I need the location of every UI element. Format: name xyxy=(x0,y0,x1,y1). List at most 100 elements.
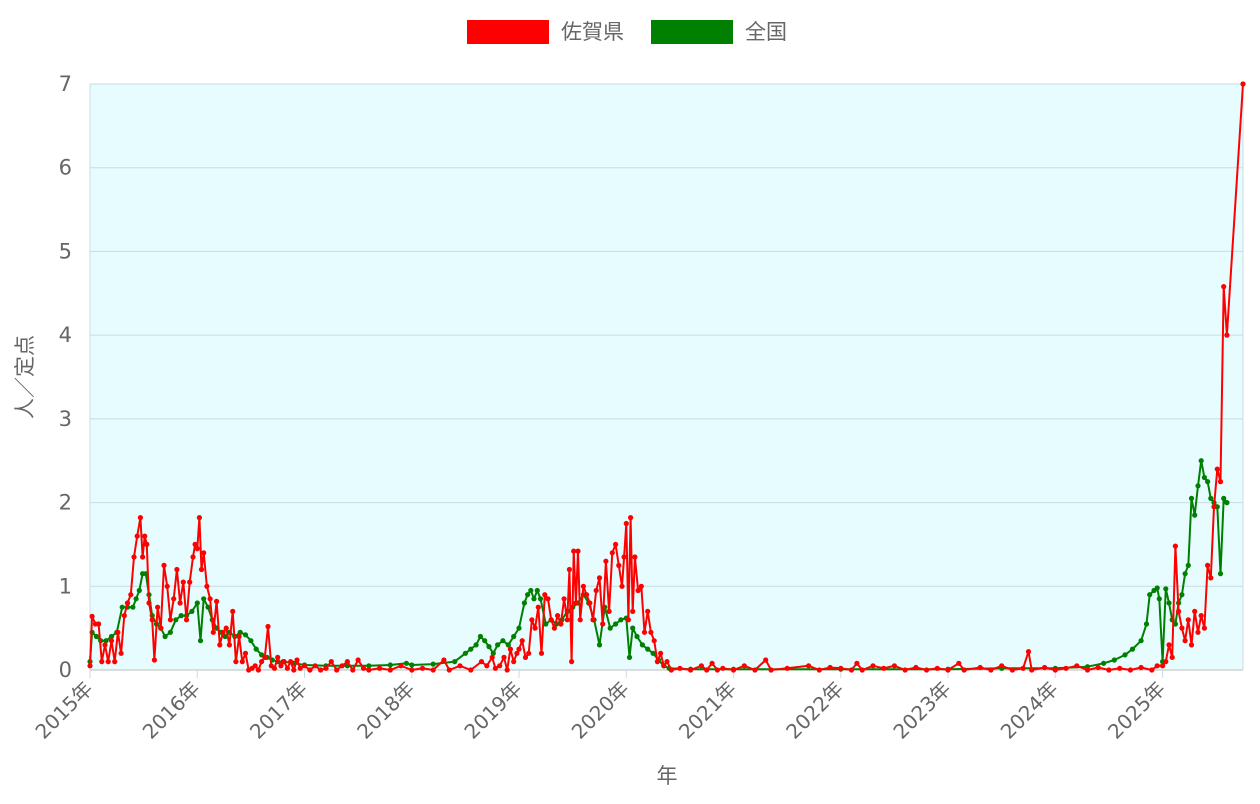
data-point[interactable] xyxy=(183,617,190,623)
data-point[interactable] xyxy=(124,600,131,606)
data-point[interactable] xyxy=(192,541,198,548)
data-point[interactable] xyxy=(151,657,157,663)
data-point[interactable] xyxy=(495,642,501,648)
data-point[interactable] xyxy=(1224,332,1230,338)
data-point[interactable] xyxy=(468,667,474,673)
data-point[interactable] xyxy=(1029,667,1035,673)
data-point[interactable] xyxy=(271,665,278,671)
data-point[interactable] xyxy=(575,548,581,554)
data-point[interactable] xyxy=(1106,667,1112,673)
data-point[interactable] xyxy=(635,587,641,594)
data-point[interactable] xyxy=(253,646,259,652)
data-point[interactable] xyxy=(1163,586,1169,592)
data-point[interactable] xyxy=(237,629,243,635)
data-point[interactable] xyxy=(704,667,710,673)
data-point[interactable] xyxy=(403,660,409,666)
data-point[interactable] xyxy=(752,667,758,673)
data-point[interactable] xyxy=(265,623,271,630)
data-point[interactable] xyxy=(1169,654,1175,661)
data-point[interactable] xyxy=(205,604,211,610)
data-point[interactable] xyxy=(131,554,137,560)
data-point[interactable] xyxy=(398,663,404,669)
data-point[interactable] xyxy=(281,659,287,665)
data-point[interactable] xyxy=(730,667,737,673)
data-point[interactable] xyxy=(1138,664,1144,671)
data-point[interactable] xyxy=(619,583,625,589)
data-point[interactable] xyxy=(489,654,495,661)
data-point[interactable] xyxy=(360,665,367,671)
data-point[interactable] xyxy=(913,664,919,671)
data-point[interactable] xyxy=(934,665,940,671)
data-point[interactable] xyxy=(641,629,648,635)
data-point[interactable] xyxy=(902,667,908,673)
data-point[interactable] xyxy=(1221,495,1227,501)
data-point[interactable] xyxy=(441,657,447,663)
data-point[interactable] xyxy=(596,575,603,581)
data-point[interactable] xyxy=(590,617,596,623)
data-point[interactable] xyxy=(1111,657,1117,663)
data-point[interactable] xyxy=(538,650,545,656)
data-point[interactable] xyxy=(294,657,300,663)
data-point[interactable] xyxy=(355,657,361,663)
data-point[interactable] xyxy=(409,667,415,673)
data-point[interactable] xyxy=(532,625,538,631)
data-point[interactable] xyxy=(1192,608,1198,615)
data-point[interactable] xyxy=(859,667,865,673)
data-point[interactable] xyxy=(507,646,513,652)
legend-label-national[interactable]: 全国 xyxy=(745,20,787,44)
data-point[interactable] xyxy=(543,621,549,627)
data-point[interactable] xyxy=(136,587,142,594)
data-point[interactable] xyxy=(112,659,118,665)
data-point[interactable] xyxy=(1160,663,1166,669)
data-point[interactable] xyxy=(534,587,540,594)
data-point[interactable] xyxy=(133,596,139,602)
data-point[interactable] xyxy=(178,613,184,619)
data-point[interactable] xyxy=(1166,600,1172,606)
data-point[interactable] xyxy=(514,650,520,656)
data-point[interactable] xyxy=(486,644,492,650)
data-point[interactable] xyxy=(634,633,640,640)
data-point[interactable] xyxy=(278,663,284,669)
data-point[interactable] xyxy=(668,667,674,673)
data-point[interactable] xyxy=(505,642,511,648)
data-point[interactable] xyxy=(625,617,632,623)
data-point[interactable] xyxy=(207,596,213,602)
data-point[interactable] xyxy=(1154,585,1160,591)
data-point[interactable] xyxy=(190,554,196,560)
data-point[interactable] xyxy=(146,600,152,606)
data-point[interactable] xyxy=(621,554,627,560)
data-point[interactable] xyxy=(189,608,195,615)
data-point[interactable] xyxy=(96,621,102,627)
data-point[interactable] xyxy=(526,650,532,656)
data-point[interactable] xyxy=(709,660,715,666)
data-point[interactable] xyxy=(548,617,554,623)
data-point[interactable] xyxy=(1205,479,1211,485)
data-point[interactable] xyxy=(1074,663,1080,669)
data-point[interactable] xyxy=(419,665,426,671)
data-point[interactable] xyxy=(528,587,534,594)
data-point[interactable] xyxy=(155,604,161,610)
data-point[interactable] xyxy=(1084,667,1091,673)
data-point[interactable] xyxy=(1052,667,1058,673)
data-point[interactable] xyxy=(613,621,619,627)
data-point[interactable] xyxy=(609,550,615,556)
data-point[interactable] xyxy=(1182,638,1188,644)
data-point[interactable] xyxy=(102,642,108,648)
data-point[interactable] xyxy=(607,625,613,631)
data-point[interactable] xyxy=(167,629,173,635)
data-point[interactable] xyxy=(606,608,612,615)
data-point[interactable] xyxy=(881,665,887,671)
data-point[interactable] xyxy=(1195,483,1201,489)
data-point[interactable] xyxy=(409,662,415,668)
data-point[interactable] xyxy=(255,667,261,673)
data-point[interactable] xyxy=(661,663,667,669)
data-point[interactable] xyxy=(223,625,229,631)
data-point[interactable] xyxy=(1182,571,1188,577)
data-point[interactable] xyxy=(977,664,983,671)
data-point[interactable] xyxy=(149,617,155,623)
data-point[interactable] xyxy=(457,663,463,669)
data-point[interactable] xyxy=(1101,660,1107,666)
data-point[interactable] xyxy=(500,638,506,644)
data-point[interactable] xyxy=(226,642,232,648)
data-point[interactable] xyxy=(490,650,496,656)
